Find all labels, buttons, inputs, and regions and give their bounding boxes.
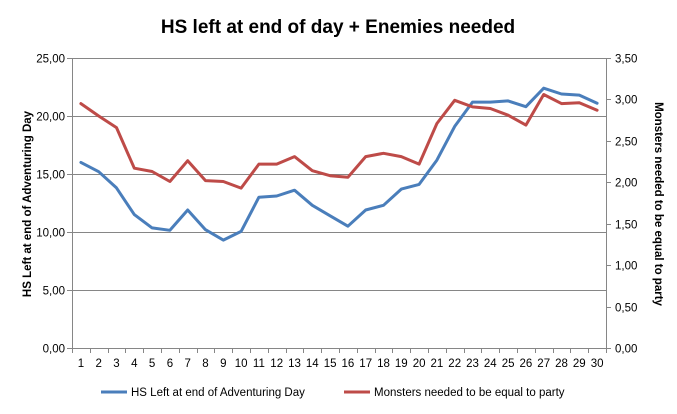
- left-axis-ticks: 0,00 5,00 10,00 15,00 20,00 25,00: [36, 54, 72, 356]
- x-tick-label: 13: [288, 358, 301, 370]
- legend-item-hs: HS Left at end of Adventuring Day: [101, 387, 305, 399]
- right-tick-label: 2,00: [615, 178, 637, 190]
- series-lines: [79, 86, 599, 242]
- right-tick-label: 0,50: [615, 303, 637, 315]
- x-tick-label: 8: [202, 358, 208, 370]
- x-tick-label: 25: [502, 358, 515, 370]
- series-line-1: [79, 93, 599, 190]
- left-tick-label: 0,00: [43, 344, 65, 356]
- right-tick-label: 1,00: [615, 261, 637, 273]
- legend: HS Left at end of Adventuring Day Monste…: [101, 387, 565, 399]
- x-tick-label: 19: [395, 358, 408, 370]
- x-tick-label: 12: [270, 358, 283, 370]
- x-tick-label: 10: [235, 358, 248, 370]
- x-axis-ticks: 1 2 3 4 5 6 7 8 9 10 11 12 13 14 15 16 17 18 19 20 21 22 23 24 2…: [72, 348, 607, 370]
- x-tick-label: 30: [591, 358, 604, 370]
- x-tick-label: 16: [342, 358, 355, 370]
- left-tick-label: 20,00: [36, 112, 65, 124]
- left-tick-label: 10,00: [36, 228, 65, 240]
- legend-label-monsters: Monsters needed to be equal to party: [374, 387, 565, 399]
- left-tick-label: 25,00: [36, 54, 65, 66]
- x-tick-label: 18: [377, 358, 390, 370]
- x-tick-label: 1: [78, 358, 84, 370]
- x-tick-label: 28: [555, 358, 568, 370]
- x-tick-label: 7: [184, 358, 190, 370]
- x-tick-label: 4: [131, 358, 138, 370]
- x-tick-label: 21: [431, 358, 444, 370]
- series-line-0: [79, 86, 599, 242]
- legend-label-hs: HS Left at end of Adventuring Day: [131, 387, 305, 399]
- right-tick-label: 0,00: [615, 344, 637, 356]
- x-tick-label: 2: [95, 358, 101, 370]
- legend-item-monsters: Monsters needed to be equal to party: [344, 387, 565, 399]
- x-tick-label: 24: [484, 358, 497, 370]
- x-tick-label: 3: [113, 358, 119, 370]
- x-tick-label: 5: [149, 358, 155, 370]
- x-tick-label: 15: [324, 358, 337, 370]
- x-tick-label: 26: [520, 358, 533, 370]
- axes: [72, 58, 607, 349]
- right-tick-label: 3,50: [615, 54, 637, 66]
- x-tick-label: 17: [359, 358, 372, 370]
- x-tick-label: 11: [253, 358, 265, 370]
- right-tick-label: 3,00: [615, 95, 637, 107]
- x-tick-label: 6: [167, 358, 173, 370]
- x-tick-label: 22: [448, 358, 461, 370]
- right-axis-ticks: 0,00 0,50 1,00 1,50 2,00 2,50 3,00 3,50: [606, 54, 637, 356]
- x-tick-label: 23: [466, 358, 479, 370]
- gridlines: [72, 58, 606, 291]
- right-axis-title: Monsters needed to be equal to party: [652, 102, 664, 306]
- left-axis-title: HS Left at end of Adventuring Day: [22, 110, 34, 297]
- left-tick-label: 5,00: [43, 286, 65, 298]
- right-tick-label: 2,50: [615, 137, 637, 149]
- x-tick-label: 20: [413, 358, 426, 370]
- left-tick-label: 15,00: [36, 170, 65, 182]
- right-tick-label: 1,50: [615, 220, 637, 232]
- chart-title: HS left at end of day + Enemies needed: [161, 17, 515, 38]
- x-tick-label: 9: [220, 358, 226, 370]
- x-tick-label: 14: [306, 358, 319, 370]
- x-tick-label: 27: [537, 358, 550, 370]
- x-tick-label: 29: [573, 358, 586, 370]
